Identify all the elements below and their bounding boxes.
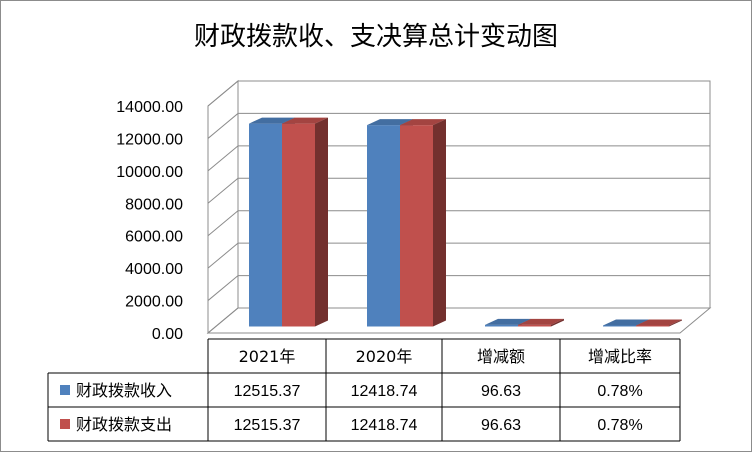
y-tick-label: 0.00 xyxy=(152,326,183,343)
data-label: 12418.74 xyxy=(351,417,418,434)
gridline xyxy=(207,307,710,334)
y-tick-label: 4000.00 xyxy=(125,261,183,278)
x-category-label: 2021年 xyxy=(239,347,296,366)
bar-0-1 xyxy=(282,117,328,327)
gridline xyxy=(207,242,710,269)
y-tick-label: 2000.00 xyxy=(125,294,183,311)
bar-top xyxy=(282,117,328,124)
x-category-label: 增减额 xyxy=(477,347,525,366)
bar-2-1 xyxy=(518,318,564,327)
gridline xyxy=(207,275,710,301)
bar-top xyxy=(485,318,531,325)
data-label: 96.63 xyxy=(481,383,521,400)
data-label: 0.78% xyxy=(597,383,642,400)
bar-front xyxy=(485,324,518,327)
legend-series-name: 财政拨款支出 xyxy=(76,415,172,434)
bar-side xyxy=(433,119,446,327)
x-category-label: 增减比率 xyxy=(588,347,652,366)
y-tick-label: 12000.00 xyxy=(116,131,183,148)
gridline xyxy=(207,80,710,107)
bar-front xyxy=(282,123,315,327)
bar-front xyxy=(400,125,433,327)
bar-front xyxy=(603,325,636,327)
bar-top xyxy=(603,319,649,326)
gridline xyxy=(207,210,710,237)
bar-top xyxy=(249,117,295,124)
x-category-label: 2020年 xyxy=(356,347,413,366)
gridline xyxy=(207,145,710,172)
bar-top xyxy=(518,318,564,325)
data-label: 12418.74 xyxy=(351,383,418,400)
legend-series-name: 财政拨款收入 xyxy=(76,381,172,400)
data-label: 0.78% xyxy=(597,417,642,434)
y-tick-label: 6000.00 xyxy=(125,229,183,246)
data-label: 12515.37 xyxy=(234,383,301,400)
bar-1-1 xyxy=(400,119,446,327)
y-tick-label: 10000.00 xyxy=(116,164,183,181)
bar-top xyxy=(400,119,446,126)
bar-top xyxy=(636,319,682,326)
bar-side xyxy=(315,117,328,327)
bar-side xyxy=(551,318,564,327)
chart-title: 财政拨款收、支决算总计变动图 xyxy=(193,22,558,52)
bar-front xyxy=(636,325,669,327)
y-tick-label: 14000.00 xyxy=(116,99,183,116)
bar-3-1 xyxy=(636,319,682,327)
bar-top xyxy=(367,119,413,126)
bar-front xyxy=(367,125,400,327)
bar-front xyxy=(518,324,551,327)
side-wall xyxy=(207,79,239,335)
gridline xyxy=(207,177,710,204)
bar-front xyxy=(249,123,282,327)
gridline xyxy=(207,112,710,139)
data-label: 96.63 xyxy=(481,417,521,434)
legend-swatch xyxy=(60,419,70,429)
bar-side xyxy=(669,319,682,327)
y-tick-label: 8000.00 xyxy=(125,196,183,213)
data-label: 12515.37 xyxy=(234,417,301,434)
legend-swatch xyxy=(60,385,70,395)
